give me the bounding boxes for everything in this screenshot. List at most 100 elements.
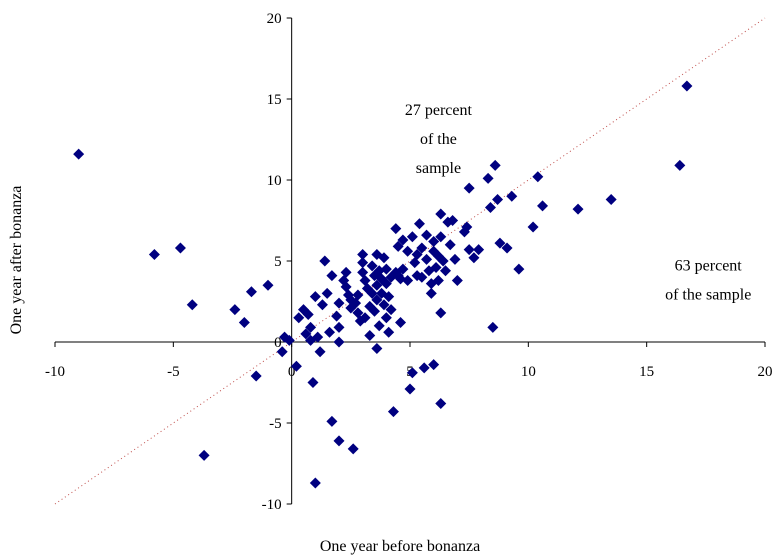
data-point [357, 249, 369, 261]
data-point [326, 415, 338, 427]
data-point [444, 239, 456, 251]
data-point [321, 287, 333, 299]
data-point [250, 370, 262, 382]
data-point [406, 231, 418, 243]
data-point [300, 328, 312, 340]
data-point [674, 159, 686, 171]
data-point [309, 291, 321, 303]
data-point [428, 236, 440, 248]
annotation-label: 63 percent of the sample [665, 258, 751, 304]
data-point [416, 242, 428, 254]
annotation-line: 63 percent [675, 258, 743, 275]
data-point [371, 279, 383, 291]
data-point [186, 299, 198, 311]
data-point [174, 242, 186, 254]
data-point [484, 202, 496, 214]
data-point [387, 406, 399, 418]
data-point [435, 231, 447, 243]
y-tick-label: 15 [267, 92, 282, 108]
data-point [451, 274, 463, 286]
data-point [352, 307, 364, 319]
data-point [340, 281, 352, 293]
data-point [409, 257, 421, 269]
data-point [364, 330, 376, 342]
data-point [380, 312, 392, 324]
diagonal-reference-layer [54, 17, 766, 505]
data-point [537, 200, 549, 212]
data-point [373, 320, 385, 332]
data-point [532, 171, 544, 183]
data-point [435, 307, 447, 319]
data-point [333, 297, 345, 309]
data-point [283, 334, 295, 346]
data-point [489, 159, 501, 171]
data-point [333, 321, 345, 333]
y-tick-label: -10 [262, 497, 282, 513]
data-point [198, 449, 210, 461]
data-point [392, 240, 404, 252]
data-point [371, 294, 383, 306]
data-point [463, 182, 475, 194]
data-point [468, 252, 480, 264]
data-point [527, 221, 539, 233]
data-point [148, 249, 160, 261]
data-point [501, 242, 513, 254]
data-point [402, 274, 414, 286]
data-point [413, 218, 425, 230]
data-point [347, 443, 359, 455]
data-point [324, 326, 336, 338]
data-point [402, 245, 414, 257]
annotation-line: sample [416, 160, 461, 177]
data-point [380, 263, 392, 275]
data-point [435, 398, 447, 410]
data-point [383, 291, 395, 303]
data-point [390, 223, 402, 235]
data-point [333, 435, 345, 447]
data-point [385, 304, 397, 316]
data-point [357, 266, 369, 278]
y-tick-label: -5 [269, 416, 282, 432]
data-point [340, 266, 352, 278]
annotations: 27 percent of the sample 63 percent of the s… [405, 102, 751, 304]
data-point [229, 304, 241, 316]
data-points [73, 80, 693, 489]
y-tick-label: 10 [267, 173, 282, 189]
data-point [357, 257, 369, 269]
data-point [333, 336, 345, 348]
data-point [487, 321, 499, 333]
x-tick-label: -10 [45, 364, 65, 380]
annotation-line: 27 percent [405, 102, 473, 119]
x-tick-label: 20 [758, 364, 773, 380]
data-point [506, 190, 518, 202]
data-point [307, 377, 319, 388]
data-point [681, 80, 693, 92]
data-point [293, 312, 305, 324]
diagonal-reference-line [54, 17, 766, 505]
data-point [416, 271, 428, 283]
annotation-line: of the sample [665, 287, 751, 304]
data-point [432, 274, 444, 286]
data-point [312, 331, 324, 343]
data-point [425, 287, 437, 299]
data-point [395, 317, 407, 329]
data-point [309, 477, 321, 489]
data-point [359, 274, 371, 286]
data-point [572, 203, 584, 215]
data-point [397, 263, 409, 275]
data-point [73, 148, 85, 160]
data-point [378, 252, 390, 264]
data-point [319, 255, 331, 267]
data-point [430, 261, 442, 273]
data-point [262, 279, 274, 291]
x-axis-title: One year before bonanza [320, 538, 480, 555]
data-point [411, 249, 423, 261]
data-point [463, 244, 475, 256]
y-tick-label: 20 [267, 11, 282, 27]
data-point [366, 287, 378, 299]
data-point [421, 229, 433, 241]
data-point [494, 237, 506, 249]
x-tick-label: 10 [521, 364, 536, 380]
data-point [352, 289, 364, 301]
data-point [350, 297, 362, 309]
